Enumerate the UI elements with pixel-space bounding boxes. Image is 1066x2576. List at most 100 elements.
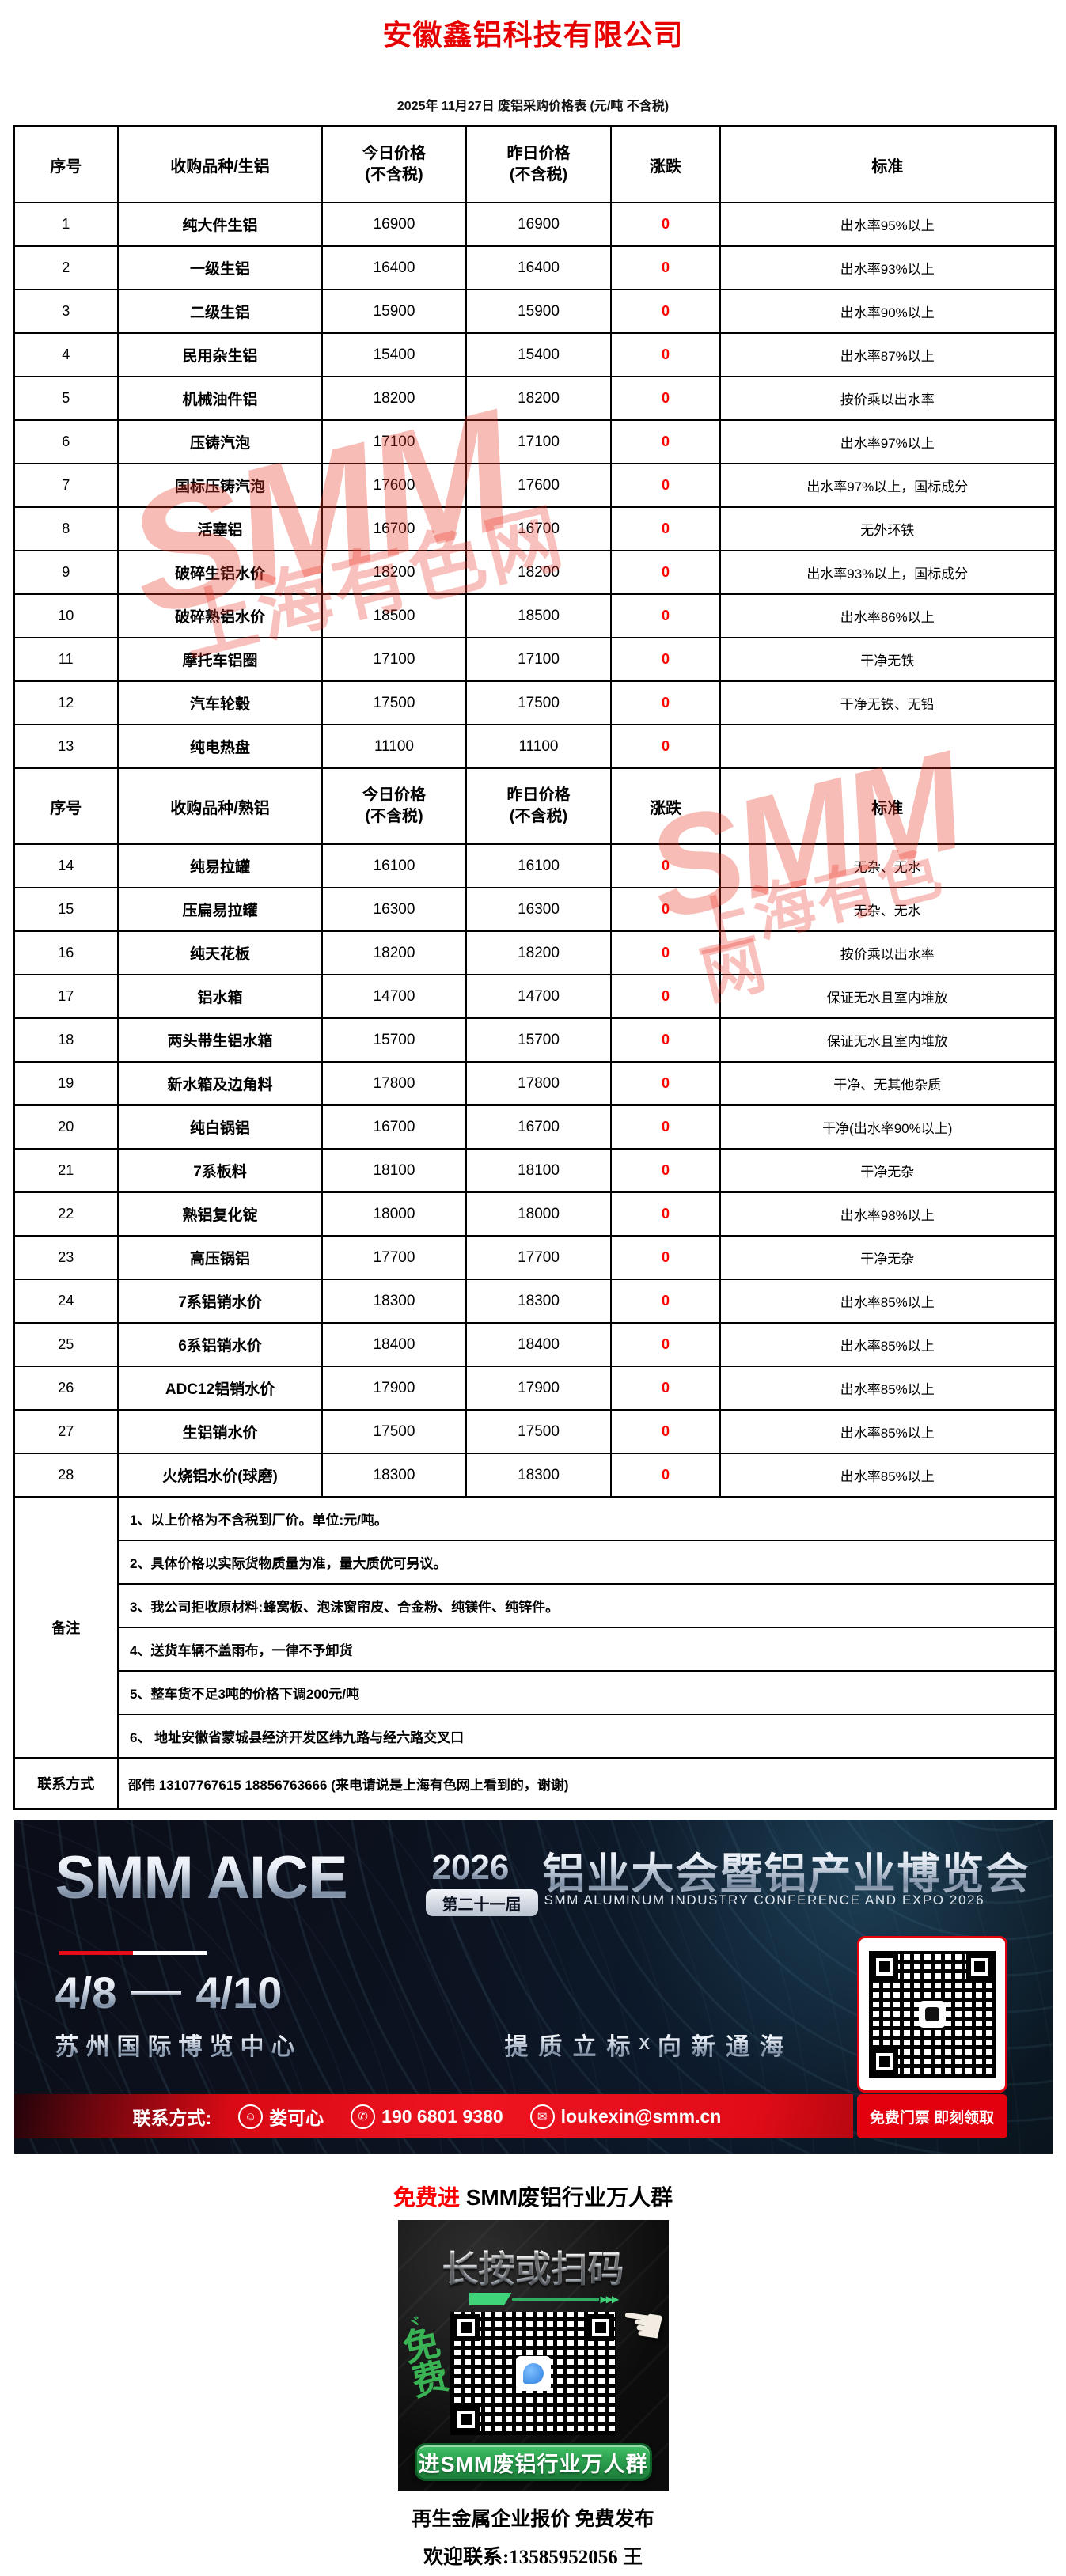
cell-change: 0 — [610, 1409, 721, 1454]
cell-no: 28 — [13, 1453, 119, 1498]
cell-no: 9 — [13, 550, 119, 595]
cell-name: 高压锅铝 — [117, 1235, 323, 1280]
date-from: 4/8 — [55, 1968, 117, 2017]
cell-standard: 出水率85%以上 — [719, 1366, 1056, 1411]
cell-standard: 干净、无其他杂质 — [719, 1061, 1056, 1106]
cell-change: 0 — [610, 724, 721, 769]
banner-venue: 苏州国际博览中心 — [55, 2027, 302, 2062]
cell-name: 生铝销水价 — [117, 1409, 323, 1454]
cell-yesterday: 18400 — [465, 1322, 612, 1367]
cell-today: 18200 — [321, 550, 467, 595]
cell-yesterday: 18200 — [465, 550, 612, 595]
cell-no: 8 — [13, 506, 119, 551]
cell-yesterday: 17100 — [465, 419, 612, 464]
cell-standard: 出水率97%以上，国标成分 — [719, 463, 1056, 508]
cell-name: 纯大件生铝 — [117, 202, 323, 247]
wechat-group-card[interactable]: 长按或扫码 ▶▶▶ ヾ 免 费 ☚ 进SMM废铝行业万人群 — [397, 2220, 669, 2491]
contact-row: 联系方式 邵伟 13107767615 18856763666 (来电请说是上海有… — [13, 1757, 1056, 1810]
cell-no: 21 — [13, 1148, 119, 1193]
cell-change: 0 — [610, 680, 721, 725]
cell-today: 15400 — [321, 332, 467, 377]
cell-today: 17800 — [321, 1061, 467, 1106]
notes-row: 2、具体价格以实际货物质量为准，量大质优可另议。 — [13, 1540, 1056, 1585]
cell-no: 18 — [13, 1017, 119, 1063]
cell-name: 活塞铝 — [117, 506, 323, 551]
cell-change: 0 — [610, 1322, 721, 1367]
table-row: 25 6系铝销水价 18400 18400 0 出水率85%以上 — [13, 1322, 1056, 1367]
page-title: 安徽鑫铝科技有限公司 — [382, 19, 684, 51]
table-row: 13 纯电热盘 11100 11100 0 — [13, 724, 1056, 769]
price-table-section: 序号 收购品种/生铝 今日价格 (不含税) 昨日价格 (不含税) 涨跌 标准 1 纯大件生铝 169… — [12, 125, 1057, 1810]
table-row: 17 铝水箱 14700 14700 0 保证无水且室内堆放 — [13, 974, 1056, 1019]
cell-change: 0 — [610, 463, 721, 508]
cell-change: 0 — [610, 1235, 721, 1280]
group-qr-code[interactable] — [450, 2312, 616, 2435]
cell-name: 机械油件铝 — [117, 376, 323, 421]
notes-row: 6、 地址安徽省蒙城县经济开发区纬九路与经六路交叉口 — [13, 1714, 1056, 1759]
person-icon: ☺ — [238, 2104, 264, 2129]
header-line: 今日价格 — [362, 786, 426, 804]
banner-divider — [59, 1951, 207, 1955]
cell-standard: 无外环铁 — [719, 506, 1056, 551]
cell-yesterday: 17500 — [465, 1409, 612, 1454]
cell-name: 二级生铝 — [117, 289, 323, 334]
group-heading-main: SMM废铝行业万人群 — [459, 2185, 673, 2210]
cell-today: 17500 — [321, 1409, 467, 1454]
table-row: 11 摩托车铝圈 17100 17100 0 干净无铁 — [13, 637, 1056, 682]
smm-aice-conference-banner[interactable]: SMM AICE 2026 第二十一届 铝业大会暨铝产业博览会 SMM ALUM… — [13, 1820, 1053, 2154]
cell-today: 16700 — [321, 1104, 467, 1150]
contact-label: 联系方式 — [13, 1757, 119, 1810]
slogan-right: 向新通海 — [658, 2027, 794, 2062]
column-header: 涨跌 — [610, 125, 721, 203]
slogan-left: 提质立标 — [505, 2027, 641, 2062]
cell-change: 0 — [610, 289, 721, 334]
cell-name: 新水箱及边角料 — [117, 1061, 323, 1106]
notes-row: 5、整车货不足3吨的价格下调200元/吨 — [13, 1670, 1056, 1715]
cell-standard: 无杂、无水 — [719, 887, 1056, 932]
header-line: (不含税) — [365, 808, 423, 825]
cell-standard: 干净无杂 — [719, 1148, 1056, 1193]
cell-change: 0 — [610, 550, 721, 595]
qr-code[interactable] — [868, 1951, 996, 2078]
contact-value: 邵伟 13107767615 18856763666 (来电请说是上海有色网上看… — [117, 1757, 1056, 1810]
cell-today: 17900 — [321, 1366, 467, 1411]
cell-standard: 干净(出水率90%以上) — [719, 1104, 1056, 1150]
header-line: (不含税) — [509, 808, 568, 825]
table-row: 26 ADC12铝销水价 17900 17900 0 出水率85%以上 — [13, 1366, 1056, 1411]
mail-icon: ✉ — [529, 2104, 555, 2129]
note-text: 5、整车货不足3吨的价格下调200元/吨 — [117, 1670, 1056, 1715]
date-to: 4/10 — [195, 1968, 283, 2017]
cell-change: 0 — [610, 419, 721, 464]
cell-no: 14 — [13, 843, 119, 888]
cell-no: 24 — [13, 1279, 119, 1324]
cell-change: 0 — [610, 1104, 721, 1150]
cell-standard: 出水率93%以上，国标成分 — [719, 550, 1056, 595]
join-group-button[interactable]: 进SMM废铝行业万人群 — [414, 2443, 652, 2481]
banner-contact-email: ✉ loukexin@smm.cn — [529, 2104, 721, 2129]
group-heading-free: 免费进 — [393, 2185, 460, 2210]
cell-no: 7 — [13, 463, 119, 508]
column-header: 收购品种/熟铝 — [117, 767, 323, 845]
cell-standard: 出水率97%以上 — [719, 419, 1056, 464]
free-ticket-button[interactable]: 免费门票 即刻领取 — [856, 2094, 1007, 2138]
ticket-qr-panel[interactable] — [856, 1936, 1007, 2093]
cell-today: 17100 — [321, 419, 467, 464]
table-row: 20 纯白锅铝 16700 16700 0 干净(出水率90%以上) — [13, 1104, 1056, 1150]
cell-no: 26 — [13, 1366, 119, 1411]
cell-name: 摩托车铝圈 — [117, 637, 323, 682]
cell-yesterday: 17100 — [465, 637, 612, 682]
column-header: 收购品种/生铝 — [117, 125, 323, 203]
cell-change: 0 — [610, 506, 721, 551]
cell-no: 2 — [13, 245, 119, 290]
cell-no: 15 — [13, 887, 119, 932]
cell-change: 0 — [610, 593, 721, 638]
note-text: 4、送货车辆不盖雨布，一律不予卸货 — [117, 1627, 1056, 1672]
cell-yesterday: 16700 — [465, 1104, 612, 1150]
cell-yesterday: 18300 — [465, 1453, 612, 1498]
table-row: 16 纯天花板 18200 18200 0 按价乘以出水率 — [13, 930, 1056, 975]
cell-change: 0 — [610, 1191, 721, 1237]
footer-line-1: 再生金属企业报价 免费发布 — [412, 2509, 654, 2530]
table-row: 6 压铸汽泡 17100 17100 0 出水率97%以上 — [13, 419, 1056, 464]
cell-today: 16100 — [321, 843, 467, 888]
cell-standard: 干净无铁、无铅 — [719, 680, 1056, 725]
